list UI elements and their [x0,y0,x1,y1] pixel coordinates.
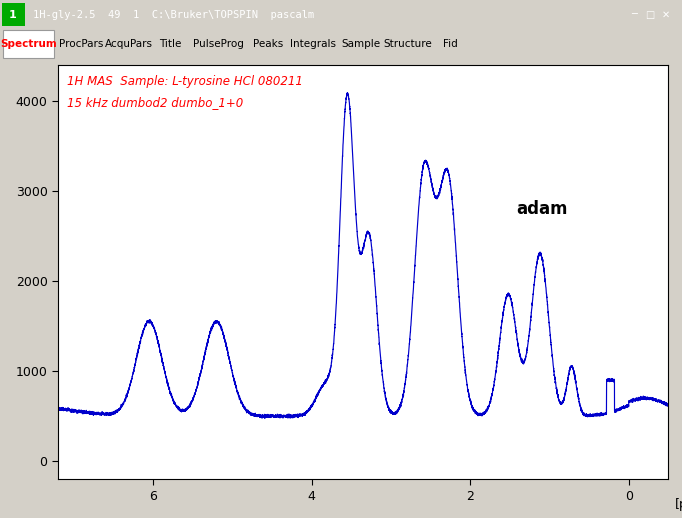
Text: ProcPars: ProcPars [59,39,103,49]
Text: Integrals: Integrals [291,39,336,49]
Text: 1: 1 [9,9,17,20]
Text: [ppm]: [ppm] [674,498,682,511]
Text: ✕: ✕ [662,9,670,20]
FancyBboxPatch shape [2,3,25,26]
Text: Peaks: Peaks [252,39,283,49]
Text: Sample: Sample [342,39,381,49]
Text: PulseProg: PulseProg [193,39,243,49]
Text: Structure: Structure [383,39,432,49]
FancyBboxPatch shape [3,30,54,57]
Text: 15 kHz dumbod2 dumbo_1+0: 15 kHz dumbod2 dumbo_1+0 [67,96,243,109]
Text: 1H-gly-2.5  49  1  C:\Bruker\TOPSPIN  pascalm: 1H-gly-2.5 49 1 C:\Bruker\TOPSPIN pascal… [33,9,314,20]
Text: ─: ─ [632,9,637,20]
Text: Fid: Fid [443,39,458,49]
Text: AcquPars: AcquPars [105,39,153,49]
Text: Spectrum: Spectrum [0,39,57,49]
Text: Title: Title [159,39,181,49]
Text: 1H MAS  Sample: L-tyrosine HCl 080211: 1H MAS Sample: L-tyrosine HCl 080211 [67,75,303,88]
Text: □: □ [645,9,655,20]
Text: adam: adam [516,200,567,218]
